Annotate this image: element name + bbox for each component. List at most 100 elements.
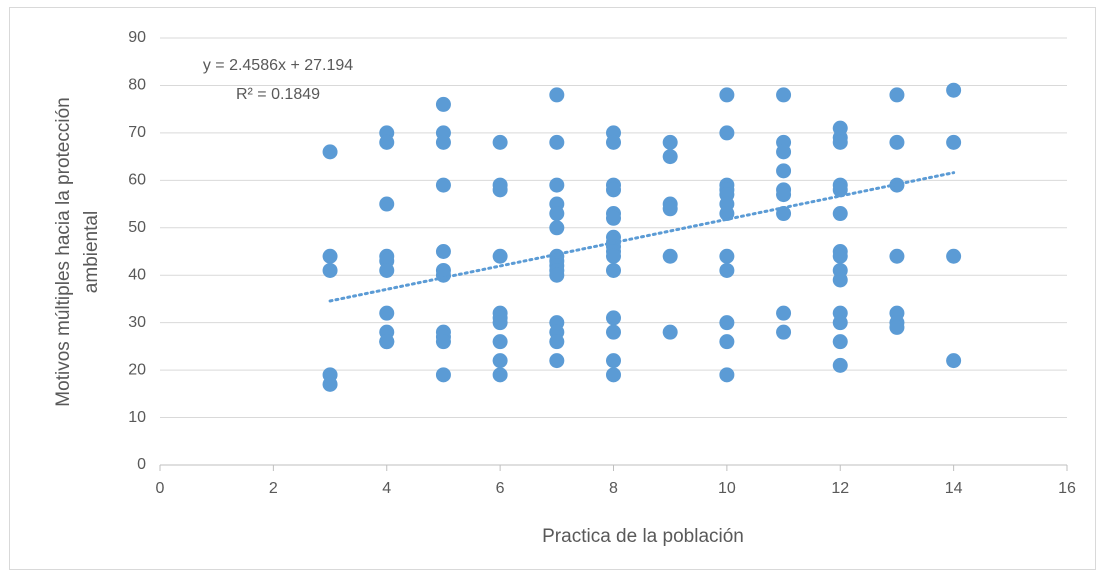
x-tick-label: 2	[269, 480, 278, 497]
data-point	[379, 134, 395, 150]
data-point	[889, 134, 905, 150]
data-point	[946, 82, 962, 98]
data-point	[776, 87, 792, 103]
data-point	[832, 334, 848, 350]
data-point	[776, 305, 792, 321]
data-point	[322, 144, 338, 160]
data-point	[776, 187, 792, 203]
trendline-r-squared: R² = 0.1849	[236, 86, 320, 103]
data-point	[435, 244, 451, 259]
data-point	[549, 206, 565, 222]
data-point	[606, 262, 621, 278]
data-point	[549, 134, 565, 150]
data-point	[435, 177, 451, 193]
data-point	[435, 267, 451, 283]
data-point	[719, 248, 735, 264]
x-tick-label: 8	[609, 480, 618, 497]
data-point	[719, 334, 735, 350]
data-point	[549, 87, 565, 103]
data-point	[776, 144, 792, 160]
y-axis-label: ambiental	[81, 211, 102, 293]
data-point	[492, 315, 508, 331]
y-tick-label: 60	[128, 172, 146, 189]
data-point	[832, 315, 848, 331]
data-point	[832, 248, 848, 264]
data-point	[379, 334, 395, 350]
data-point	[606, 210, 621, 226]
data-point	[379, 196, 395, 212]
y-tick-label: 40	[128, 266, 146, 283]
data-point	[832, 357, 848, 373]
data-point	[889, 319, 905, 335]
data-point	[379, 262, 395, 278]
data-point	[662, 248, 678, 264]
data-point	[322, 376, 338, 392]
data-point	[606, 134, 621, 150]
data-point	[606, 353, 621, 369]
trendline	[328, 171, 956, 303]
data-point	[832, 206, 848, 222]
data-point	[606, 324, 621, 340]
data-point	[776, 163, 792, 179]
data-point	[832, 134, 848, 150]
data-point	[435, 334, 451, 350]
x-tick-label: 6	[496, 480, 505, 497]
x-tick-label: 10	[718, 480, 736, 497]
data-point	[549, 220, 565, 236]
data-point	[946, 134, 962, 150]
data-point	[662, 201, 678, 217]
x-tick-label: 4	[382, 480, 391, 497]
data-point	[492, 353, 508, 369]
y-tick-label: 80	[128, 77, 146, 94]
data-point	[549, 334, 565, 350]
data-point	[889, 87, 905, 103]
data-point	[719, 262, 735, 278]
y-tick-label: 0	[137, 456, 146, 473]
y-axis-label: Motivos múltiples hacia la protección	[53, 97, 74, 406]
data-point	[435, 96, 451, 112]
data-point	[322, 248, 338, 264]
x-tick-label: 14	[945, 480, 963, 497]
data-point	[662, 134, 678, 150]
data-point	[606, 182, 621, 198]
y-tick-label: 70	[128, 124, 146, 141]
data-point	[719, 367, 735, 383]
data-point	[606, 248, 621, 264]
data-point	[492, 367, 508, 383]
data-point	[889, 248, 905, 264]
data-point	[549, 353, 565, 369]
data-point	[719, 315, 735, 331]
y-tick-label: 20	[128, 361, 146, 378]
y-tick-label: 90	[128, 29, 146, 46]
x-tick-label: 16	[1058, 480, 1076, 497]
data-point	[606, 310, 621, 326]
data-point	[832, 272, 848, 288]
data-point	[719, 87, 735, 103]
data-point	[776, 206, 792, 222]
data-point	[662, 324, 678, 340]
chart-frame	[9, 7, 1096, 570]
data-point	[606, 367, 621, 383]
data-point	[719, 125, 735, 141]
data-point	[776, 324, 792, 340]
data-point	[492, 334, 508, 350]
y-tick-label: 30	[128, 314, 146, 331]
data-point	[492, 248, 508, 264]
data-point	[549, 177, 565, 193]
data-point	[549, 267, 565, 283]
x-axis-label: Practica de la población	[542, 526, 744, 547]
x-tick-label: 0	[156, 480, 165, 497]
trendline-equation: y = 2.4586x + 27.194	[203, 57, 353, 74]
x-tick-label: 12	[831, 480, 849, 497]
data-point	[492, 134, 508, 150]
y-tick-label: 10	[128, 409, 146, 426]
data-point	[322, 262, 338, 278]
y-tick-label: 50	[128, 219, 146, 236]
data-point	[946, 248, 962, 264]
data-point	[379, 305, 395, 321]
data-point	[946, 353, 962, 369]
data-point	[832, 182, 848, 198]
data-point	[492, 182, 508, 198]
data-point	[662, 149, 678, 165]
